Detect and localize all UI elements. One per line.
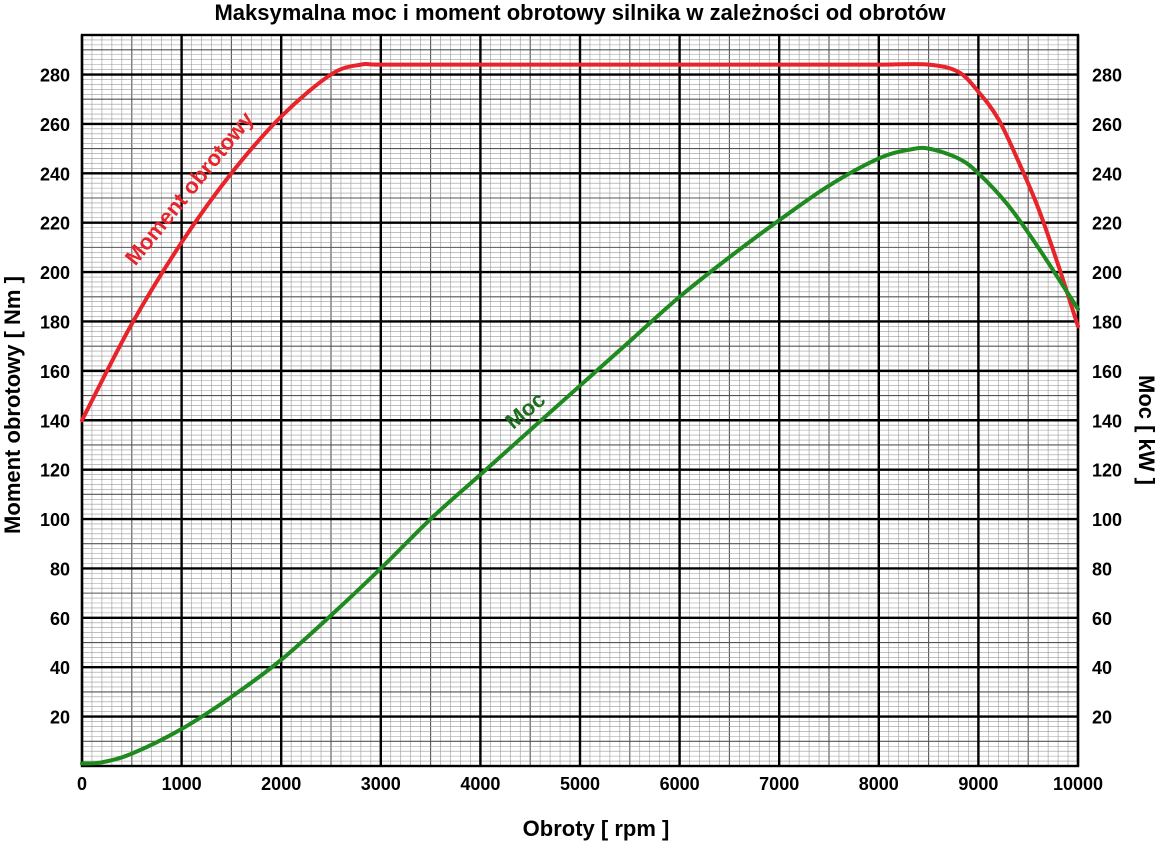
tick-labels: 0 1000 2000 3000 4000 5000 6000 7000 8000 9000 100… xyxy=(40,66,1122,794)
series-layer xyxy=(80,61,1080,766)
x-tick-label: 10000 xyxy=(1053,774,1103,794)
x-tick-label: 8000 xyxy=(859,774,899,794)
plot-frame xyxy=(80,33,1080,768)
y-tick-label-right: 180 xyxy=(1092,312,1122,332)
x-tick-label: 5000 xyxy=(560,774,600,794)
y-tick-label-left: 260 xyxy=(40,115,70,135)
y-tick-label-left: 220 xyxy=(40,214,70,234)
x-tick-label: 9000 xyxy=(958,774,998,794)
y-tick-label-left: 200 xyxy=(40,263,70,283)
y-tick-label-right: 220 xyxy=(1092,214,1122,234)
y-tick-label-left: 160 xyxy=(40,362,70,382)
torque-series-line xyxy=(80,61,1080,423)
y-tick-label-left: 60 xyxy=(50,609,70,629)
y-axis-label-right: Moc [ kW ] xyxy=(1134,375,1159,485)
power-curve-label: Moc xyxy=(500,387,550,434)
y-tick-label-right: 160 xyxy=(1092,362,1122,382)
grid xyxy=(80,33,1080,768)
y-tick-label-right: 60 xyxy=(1092,609,1112,629)
y-axis-label-left: Moment obrotowy [ Nm ] xyxy=(0,276,25,534)
x-tick-label: 0 xyxy=(77,774,87,794)
y-tick-label-right: 280 xyxy=(1092,66,1122,86)
power-series-line xyxy=(80,145,1080,766)
x-axis-label: Obroty [ rpm ] xyxy=(523,816,670,841)
x-tick-label: 7000 xyxy=(759,774,799,794)
y-tick-label-left: 80 xyxy=(50,559,70,579)
x-tick-label: 6000 xyxy=(660,774,700,794)
y-tick-label-right: 40 xyxy=(1092,658,1112,678)
x-tick-label: 1000 xyxy=(162,774,202,794)
y-tick-label-right: 100 xyxy=(1092,510,1122,530)
y-tick-label-right: 20 xyxy=(1092,708,1112,728)
y-tick-label-left: 180 xyxy=(40,312,70,332)
chart-title: Maksymalna moc i moment obrotowy silnika… xyxy=(214,0,946,25)
x-tick-label: 3000 xyxy=(361,774,401,794)
y-tick-label-right: 240 xyxy=(1092,164,1122,184)
x-tick-label: 2000 xyxy=(261,774,301,794)
y-tick-label-right: 120 xyxy=(1092,461,1122,481)
y-tick-label-left: 40 xyxy=(50,658,70,678)
y-tick-label-left: 20 xyxy=(50,708,70,728)
y-tick-label-right: 140 xyxy=(1092,411,1122,431)
y-tick-label-right: 260 xyxy=(1092,115,1122,135)
y-tick-label-left: 140 xyxy=(40,411,70,431)
y-tick-label-left: 240 xyxy=(40,164,70,184)
x-tick-label: 4000 xyxy=(460,774,500,794)
y-tick-label-left: 100 xyxy=(40,510,70,530)
y-tick-label-right: 200 xyxy=(1092,263,1122,283)
y-tick-label-left: 120 xyxy=(40,461,70,481)
y-tick-label-right: 80 xyxy=(1092,559,1112,579)
y-tick-label-left: 280 xyxy=(40,66,70,86)
